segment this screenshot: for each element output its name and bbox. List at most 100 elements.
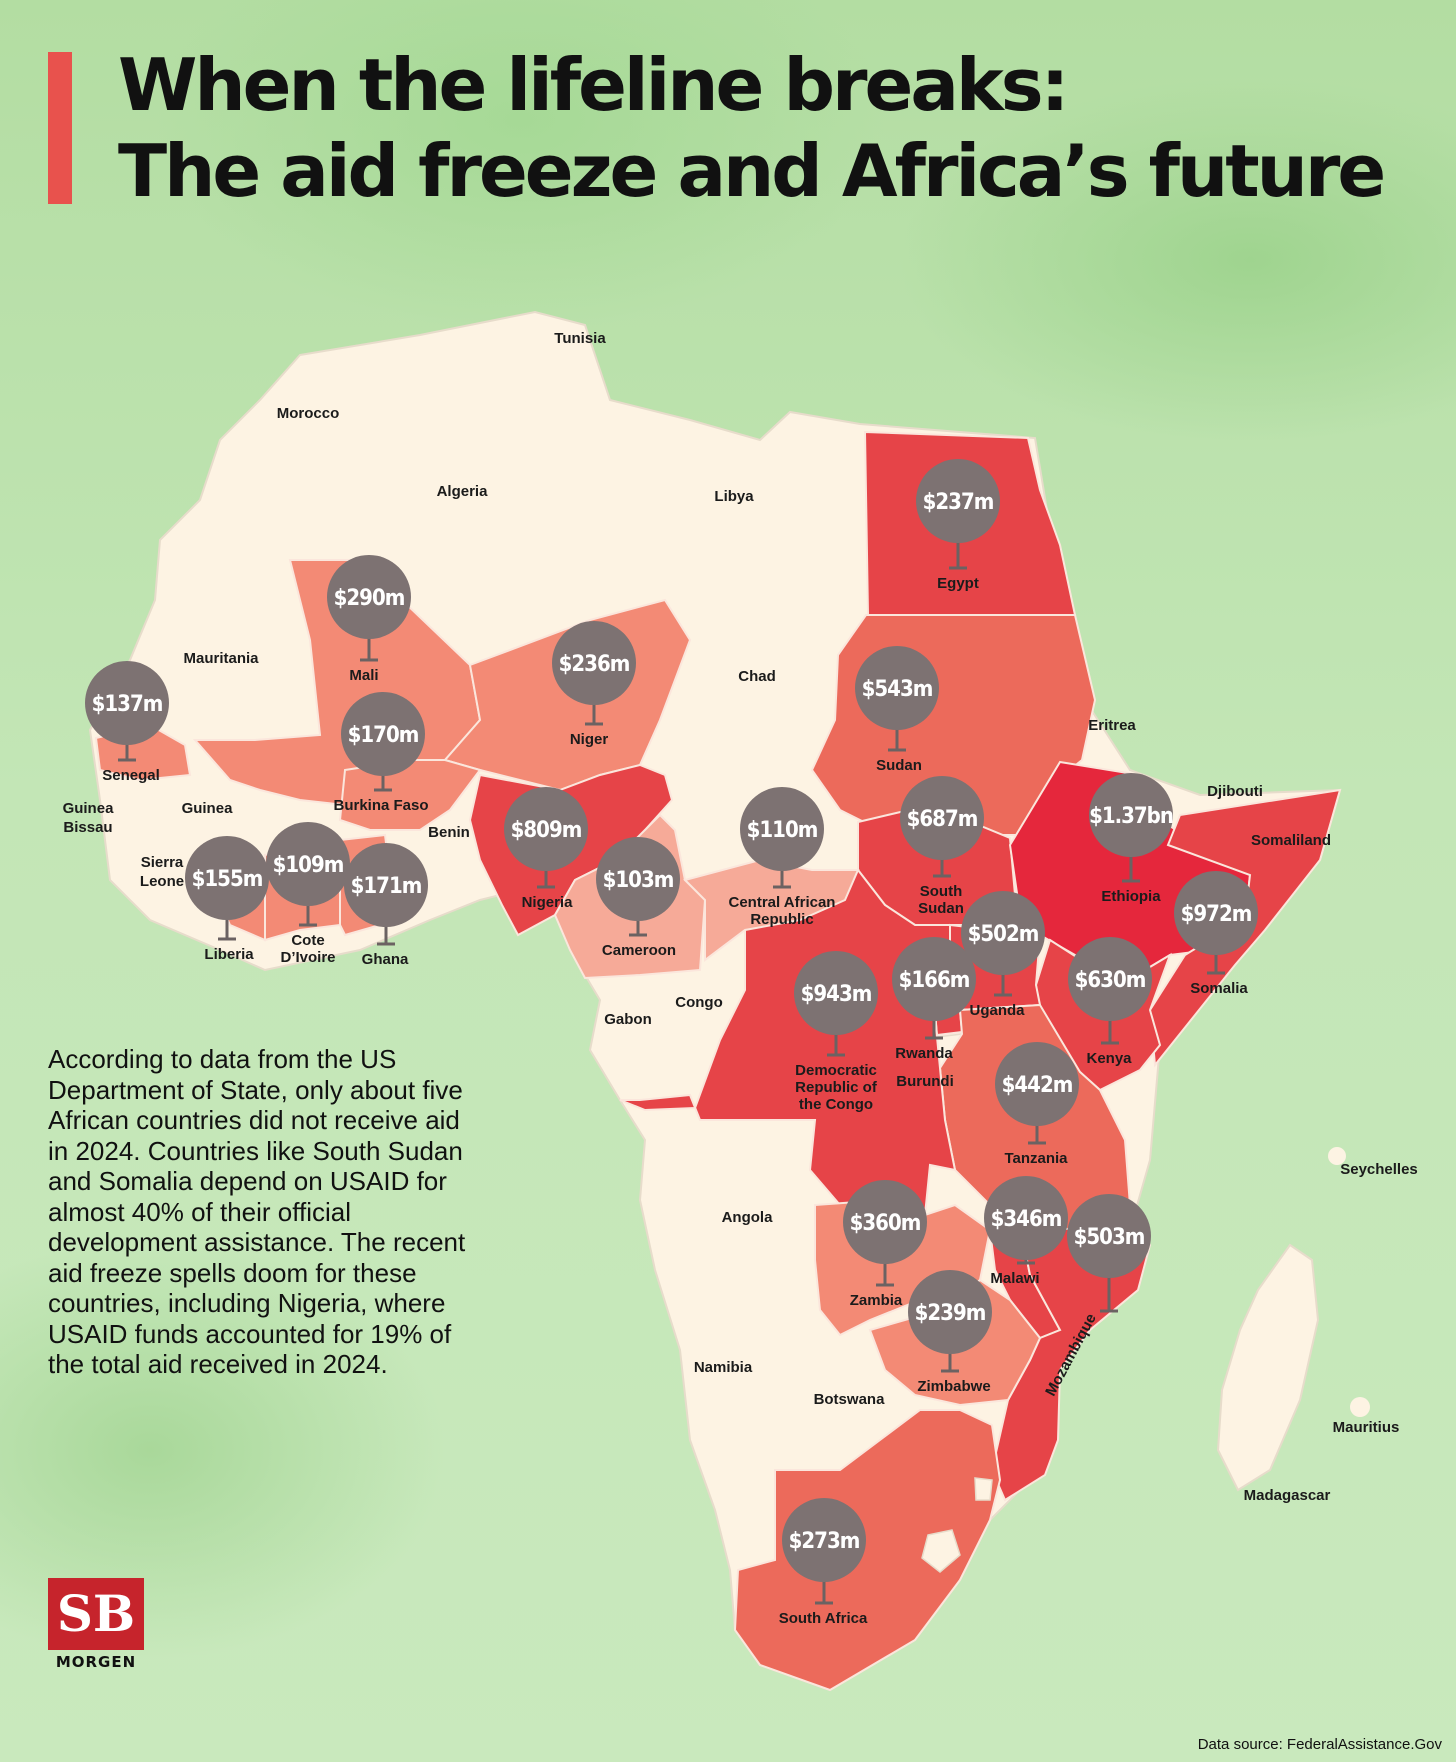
aid-bubble-uganda: $502m — [961, 891, 1045, 997]
aid-bubble-cameroon: $103m — [596, 837, 680, 937]
country-label-democratic-republic-of-the-congo-line-3: the Congo — [799, 1096, 873, 1113]
aid-bubble-circle-south-africa — [782, 1498, 866, 1582]
aid-bubble-ghana: $171m — [344, 843, 428, 946]
seychelles-island — [1328, 1147, 1346, 1165]
aid-bubble-circle-senegal — [85, 661, 169, 745]
country-label-seychelles: Seychelles — [1340, 1161, 1418, 1178]
country-label-congo: Congo — [675, 994, 722, 1011]
aid-bubble-malawi: $346m — [984, 1176, 1068, 1265]
country-label-libya: Libya — [714, 488, 754, 505]
country-label-gabon: Gabon — [604, 1011, 652, 1028]
country-label-burundi: Burundi — [896, 1073, 954, 1090]
aid-bubble-layer: $237m Egypt $290m Mali $236m Niger $137m Senega… — [85, 459, 1258, 1627]
country-label-zimbabwe: Zimbabwe — [917, 1378, 990, 1395]
aid-bubble-circle-rwanda — [892, 937, 976, 1021]
aid-value-nigeria: $809m — [511, 818, 582, 843]
aid-bubble-circle-kenya — [1068, 937, 1152, 1021]
aid-bubble-zambia: $360m — [843, 1180, 927, 1287]
aid-bubble-central-african-republic: $110m — [740, 787, 824, 889]
aid-value-ethiopia: $1.37bn — [1089, 804, 1173, 829]
country-label-cote-d-ivoire-line-2: D’Ivoire — [280, 949, 335, 966]
country-label-benin: Benin — [428, 824, 470, 841]
country-label-niger: Niger — [570, 731, 609, 748]
aid-value-mozambique: $503m — [1074, 1225, 1145, 1250]
aid-value-sudan: $543m — [862, 677, 933, 702]
country-label-sierra-leone-line-2: Leone — [140, 873, 184, 890]
aid-value-cote-d-ivoire: $109m — [273, 853, 344, 878]
country-lesotho — [921, 1529, 961, 1573]
country-label-guinea-bissau-line-2: Bissau — [63, 819, 112, 836]
aid-bubble-circle-mozambique — [1067, 1194, 1151, 1278]
country-label-liberia: Liberia — [204, 946, 254, 963]
aid-bubble-circle-democratic-republic-of-the-congo — [794, 951, 878, 1035]
country-south-africa — [733, 1409, 1002, 1692]
country-label-south-sudan-line-1: South — [920, 883, 963, 900]
aid-bubble-circle-egypt — [916, 459, 1000, 543]
country-label-sudan: Sudan — [876, 757, 922, 774]
aid-value-cameroon: $103m — [603, 868, 674, 893]
country-label-ghana: Ghana — [362, 951, 409, 968]
country-label-kenya: Kenya — [1086, 1050, 1132, 1067]
aid-bubble-senegal: $137m — [85, 661, 169, 762]
country-label-sierra-leone-line-1: Sierra — [141, 854, 184, 871]
country-burkina-faso — [338, 759, 482, 831]
aid-bubble-tanzania: $442m — [995, 1042, 1079, 1145]
country-label-zambia: Zambia — [850, 1292, 903, 1309]
country-label-guinea-bissau-line-1: Guinea — [63, 800, 115, 817]
country-label-democratic-republic-of-the-congo-line-2: Republic of — [795, 1079, 878, 1096]
aid-bubble-zimbabwe: $239m — [908, 1270, 992, 1373]
aid-value-ghana: $171m — [351, 874, 422, 899]
aid-bubble-circle-tanzania — [995, 1042, 1079, 1126]
aid-bubble-niger: $236m — [552, 621, 636, 726]
aid-bubble-circle-liberia — [185, 836, 269, 920]
aid-bubble-mozambique: $503m — [1067, 1194, 1151, 1313]
aid-value-central-african-republic: $110m — [747, 818, 818, 843]
mauritius-island — [1350, 1397, 1370, 1417]
aid-bubble-liberia: $155m — [185, 836, 269, 941]
aid-bubble-egypt: $237m — [916, 459, 1000, 570]
logo-wordmark: MORGEN — [55, 1653, 137, 1671]
country-label-morocco: Morocco — [277, 405, 340, 422]
title-accent-bar — [48, 52, 72, 204]
country-label-somalia: Somalia — [1190, 980, 1248, 997]
country-label-central-african-republic-line-2: Republic — [750, 911, 813, 928]
aid-bubble-circle-burkina-faso — [341, 692, 425, 776]
country-label-mauritania: Mauritania — [183, 650, 259, 667]
aid-bubble-south-africa: $273m — [782, 1498, 866, 1605]
country-label-south-sudan-line-2: Sudan — [918, 900, 964, 917]
aid-value-south-africa: $273m — [789, 1529, 860, 1554]
aid-bubble-circle-zambia — [843, 1180, 927, 1264]
logo-mark: SB — [48, 1578, 144, 1650]
aid-bubble-cote-d-ivoire: $109m — [266, 822, 350, 927]
aid-bubble-circle-cote-d-ivoire — [266, 822, 350, 906]
country-label-south-africa: South Africa — [779, 1610, 868, 1627]
country-label-nigeria: Nigeria — [522, 894, 574, 911]
aid-value-tanzania: $442m — [1002, 1073, 1073, 1098]
aid-value-niger: $236m — [559, 652, 630, 677]
aid-bubble-circle-south-sudan — [900, 776, 984, 860]
aid-bubble-sudan: $543m — [855, 646, 939, 752]
country-label-botswana: Botswana — [814, 1391, 886, 1408]
aid-bubble-circle-central-african-republic — [740, 787, 824, 871]
intro-paragraph: According to data from the US Department… — [48, 1044, 466, 1379]
title-line-2: The aid freeze and Africa’s future — [118, 129, 1386, 213]
sb-morgen-logo: SB MORGEN — [48, 1578, 144, 1676]
aid-bubble-democratic-republic-of-the-congo: $943m — [794, 951, 878, 1057]
country-label-angola: Angola — [722, 1209, 773, 1226]
country-label-egypt: Egypt — [937, 575, 979, 592]
aid-value-zambia: $360m — [850, 1211, 921, 1236]
aid-bubble-kenya: $630m — [1068, 937, 1152, 1045]
aid-value-rwanda: $166m — [899, 968, 970, 993]
aid-bubble-circle-ghana — [344, 843, 428, 927]
country-label-central-african-republic-line-1: Central African — [729, 894, 836, 911]
aid-bubble-somalia: $972m — [1174, 871, 1258, 975]
aid-bubble-circle-sudan — [855, 646, 939, 730]
aid-bubble-circle-niger — [552, 621, 636, 705]
aid-bubble-burkina-faso: $170m — [341, 692, 425, 792]
aid-value-somalia: $972m — [1181, 902, 1252, 927]
aid-value-burkina-faso: $170m — [348, 723, 419, 748]
aid-value-democratic-republic-of-the-congo: $943m — [801, 982, 872, 1007]
country-label-senegal: Senegal — [102, 767, 160, 784]
country-label-uganda: Uganda — [969, 1002, 1025, 1019]
